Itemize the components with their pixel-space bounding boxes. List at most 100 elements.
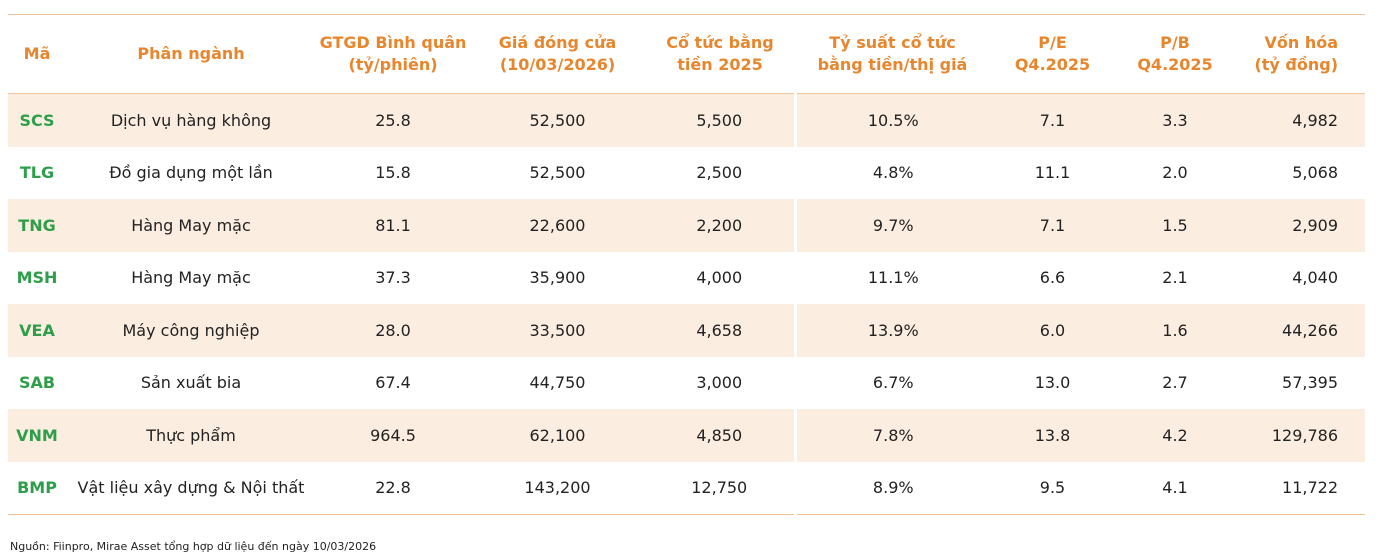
table-cell: 129,786 bbox=[1235, 409, 1365, 462]
header-line: Vốn hóa bbox=[1264, 33, 1338, 52]
header-line: Tỷ suất cổ tức bbox=[829, 33, 956, 52]
table-cell: 81.1 bbox=[316, 199, 470, 252]
ticker: VNM bbox=[8, 409, 66, 462]
table-cell: Sản xuất bia bbox=[140, 373, 242, 393]
table-cell: 3.3 bbox=[1115, 93, 1235, 147]
header-line: P/E bbox=[1038, 33, 1067, 52]
table-row: VEA Máy công nghiệp 28.0 33,500 4,658 13.9% 6.… bbox=[8, 304, 1365, 357]
header-line: Giá đóng cửa bbox=[498, 33, 617, 52]
table-cell: 44,266 bbox=[1235, 304, 1365, 357]
header-line: Phân ngành bbox=[137, 44, 245, 63]
table-cell: 22.8 bbox=[375, 478, 411, 498]
table-cell: 11.1 bbox=[1034, 163, 1071, 183]
table-cell: 964.5 bbox=[316, 409, 470, 462]
header-line: (tỷ đồng) bbox=[1254, 55, 1338, 74]
table-cell: 1.6 bbox=[1115, 304, 1235, 357]
table-cell: Máy công nghiệp bbox=[66, 304, 316, 357]
table-cell: 15.8 bbox=[375, 163, 411, 183]
table-body: SCS Dịch vụ hàng không 25.8 52,500 5,500 10.5… bbox=[8, 93, 1365, 515]
table-cell: 2,200 bbox=[645, 199, 795, 252]
table-cell: 4.1 bbox=[1162, 478, 1188, 498]
table-cell: 10.5% bbox=[793, 93, 990, 147]
table-cell: 143,200 bbox=[524, 478, 591, 498]
table-cell: Hàng May mặc bbox=[131, 268, 251, 288]
table-cell: 13.0 bbox=[1034, 373, 1071, 393]
table-cell: 67.4 bbox=[375, 373, 411, 393]
table-row: MSH Hàng May mặc 37.3 35,900 4,000 11.1% 6.6 2.… bbox=[8, 251, 1365, 304]
header-line: (tỷ/phiên) bbox=[348, 55, 438, 74]
table-cell: 2.0 bbox=[1162, 163, 1188, 183]
table-cell: 8.9% bbox=[793, 461, 990, 515]
column-header: Tỷ suất cổ tức bằng tiền/thị giá bbox=[795, 14, 990, 94]
header-row: Mã Phân ngành GTGD Bình quân (tỷ/phiên) Giá … bbox=[8, 14, 1365, 94]
table-cell: 5,068 bbox=[1292, 163, 1338, 183]
table-cell: 11.1% bbox=[793, 251, 990, 304]
dividend-table: Mã Phân ngành GTGD Bình quân (tỷ/phiên) Giá … bbox=[8, 14, 1365, 515]
table-cell: 52,500 bbox=[529, 163, 586, 183]
table-cell: 28.0 bbox=[316, 304, 470, 357]
header-line: Q4.2025 bbox=[1137, 55, 1213, 74]
column-header: Giá đóng cửa (10/03/2026) bbox=[470, 14, 645, 94]
table-row: VNM Thực phẩm 964.5 62,100 4,850 7.8% 13.8 4.2 1… bbox=[8, 409, 1365, 462]
table-row: SCS Dịch vụ hàng không 25.8 52,500 5,500 10.5… bbox=[8, 93, 1365, 147]
table-row: BMP Vật liệu xây dựng & Nội thất 22.8 143,2… bbox=[8, 461, 1365, 515]
table-cell: Hàng May mặc bbox=[66, 199, 316, 252]
header-line: GTGD Bình quân bbox=[319, 33, 467, 52]
table-cell: Thực phẩm bbox=[66, 409, 316, 462]
table-cell: 6.6 bbox=[1039, 268, 1066, 288]
table-cell: 22,600 bbox=[470, 199, 645, 252]
table-cell: 44,750 bbox=[529, 373, 586, 393]
column-header: Cổ tức bằng tiền 2025 bbox=[645, 14, 795, 94]
ticker: BMP bbox=[17, 478, 57, 498]
ticker: TLG bbox=[19, 163, 55, 183]
table-cell: 4.8% bbox=[793, 146, 990, 199]
table-cell: 4,040 bbox=[1292, 268, 1338, 288]
table-cell: 2,500 bbox=[696, 163, 743, 183]
table-cell: Dịch vụ hàng không bbox=[66, 93, 316, 147]
column-header: GTGD Bình quân (tỷ/phiên) bbox=[316, 14, 470, 94]
source-note: Nguồn: Fiinpro, Mirae Asset tổng hợp dữ … bbox=[10, 540, 377, 553]
table-cell: 57,395 bbox=[1282, 373, 1338, 393]
table-cell: 52,500 bbox=[470, 93, 645, 147]
ticker: SCS bbox=[8, 93, 66, 147]
column-header: Vốn hóa (tỷ đồng) bbox=[1235, 14, 1365, 94]
table-cell: 37.3 bbox=[375, 268, 411, 288]
table-cell: 4,658 bbox=[645, 304, 795, 357]
table-cell: 2,909 bbox=[1235, 199, 1365, 252]
table-cell: 5,500 bbox=[645, 93, 795, 147]
table-cell: 1.5 bbox=[1115, 199, 1235, 252]
table-row: SAB Sản xuất bia 67.4 44,750 3,000 6.7% 13.0 2.… bbox=[8, 356, 1365, 409]
header-line: Q4.2025 bbox=[1014, 55, 1091, 74]
table-cell: 9.5 bbox=[1039, 478, 1066, 498]
table-cell: Vật liệu xây dựng & Nội thất bbox=[77, 478, 305, 498]
table-cell: 4,982 bbox=[1235, 93, 1365, 147]
table-cell: 4,000 bbox=[696, 268, 743, 288]
table-cell: 13.9% bbox=[793, 304, 990, 357]
column-header: P/E Q4.2025 bbox=[990, 14, 1115, 94]
table-row: TNG Hàng May mặc 81.1 22,600 2,200 9.7% 7.1 1.5… bbox=[8, 199, 1365, 252]
header-line: tiền 2025 bbox=[677, 55, 763, 74]
ticker: SAB bbox=[18, 373, 56, 393]
table-cell: Đồ gia dụng một lần bbox=[109, 163, 273, 183]
table-cell: 7.1 bbox=[990, 93, 1115, 147]
table-cell: 6.7% bbox=[793, 356, 990, 409]
header-line: Mã bbox=[23, 44, 51, 63]
table-cell: 25.8 bbox=[316, 93, 470, 147]
table-cell: 4,850 bbox=[645, 409, 795, 462]
header-line: Cổ tức bằng bbox=[666, 33, 774, 52]
table-cell: 11,722 bbox=[1282, 478, 1338, 498]
table-row: TLG Đồ gia dụng một lần 15.8 52,500 2,500 4.8… bbox=[8, 146, 1365, 199]
table-cell: 7.1 bbox=[990, 199, 1115, 252]
table-cell: 6.0 bbox=[990, 304, 1115, 357]
ticker: VEA bbox=[8, 304, 66, 357]
table-cell: 33,500 bbox=[470, 304, 645, 357]
column-header: Phân ngành bbox=[66, 14, 316, 94]
header-line: (10/03/2026) bbox=[499, 55, 616, 74]
table-cell: 62,100 bbox=[470, 409, 645, 462]
header-line: bằng tiền/thị giá bbox=[817, 55, 968, 74]
column-header: Mã bbox=[8, 14, 66, 94]
table-cell: 3,000 bbox=[696, 373, 743, 393]
table-cell: 4.2 bbox=[1115, 409, 1235, 462]
table-cell: 9.7% bbox=[793, 199, 990, 252]
